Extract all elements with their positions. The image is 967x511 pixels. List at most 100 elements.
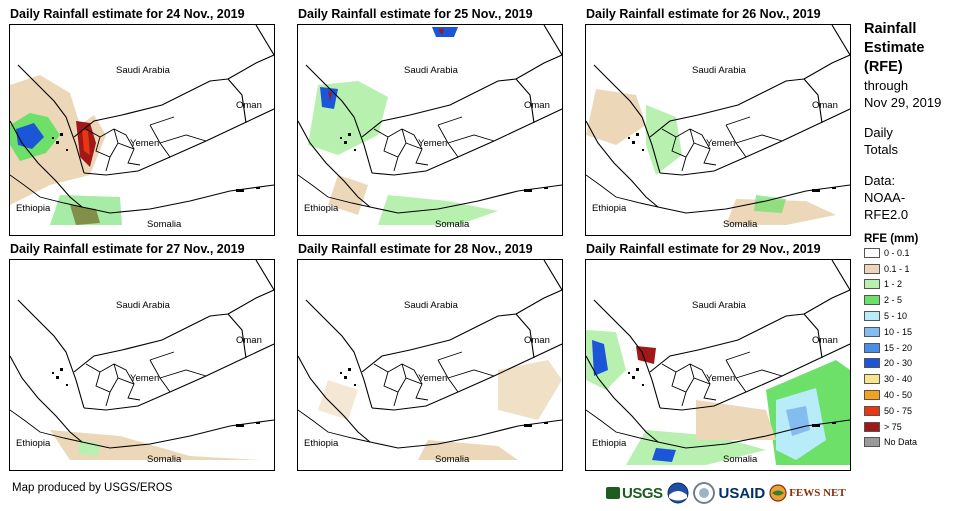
yemen-governorates bbox=[85, 116, 207, 172]
label-somalia: Somalia bbox=[147, 219, 182, 230]
map-credit: Map produced by USGS/EROS bbox=[12, 482, 173, 494]
legend-swatch bbox=[864, 342, 880, 353]
islands bbox=[52, 133, 260, 192]
islands bbox=[628, 368, 836, 427]
legend-swatch bbox=[864, 437, 880, 448]
ethiopia-border bbox=[298, 174, 371, 208]
red-sea-coast-arabia bbox=[593, 299, 661, 409]
map-panel-26nov: Daily Rainfall estimate for 26 Nov., 201… bbox=[585, 7, 867, 237]
yemen-governorates bbox=[661, 116, 783, 172]
label-ethiopia: Ethiopia bbox=[16, 203, 51, 214]
saudi-yemen-border bbox=[649, 78, 805, 138]
label-yemen: Yemen bbox=[418, 138, 448, 149]
label-yemen: Yemen bbox=[418, 373, 448, 384]
legend-item: 15 - 20 bbox=[864, 340, 964, 356]
label-somalia: Somalia bbox=[723, 219, 758, 230]
legend-items: 0 - 0.1 0.1 - 1 1 - 2 2 - 5 5 - 10 10 - 15 15 … bbox=[864, 245, 964, 450]
label-saudi-arabia: Saudi Arabia bbox=[404, 300, 458, 311]
legend-swatch bbox=[864, 326, 880, 337]
legend-item: 0.1 - 1 bbox=[864, 261, 964, 277]
legend-data-source: NOAA- bbox=[864, 190, 906, 205]
legend-title-line: Rainfall bbox=[864, 21, 917, 37]
label-ethiopia: Ethiopia bbox=[592, 203, 627, 214]
legend-swatch bbox=[864, 421, 880, 432]
map-panel-29nov: Daily Rainfall estimate for 29 Nov., 201… bbox=[585, 242, 867, 472]
legend-item-label: 0.1 - 1 bbox=[884, 263, 910, 274]
legend-swatch bbox=[864, 295, 880, 306]
legend: Rainfall Estimate (RFE) through Nov 29, … bbox=[864, 20, 964, 450]
legend-daily: Daily bbox=[864, 125, 893, 140]
legend-swatch bbox=[864, 374, 880, 385]
label-oman: Oman bbox=[236, 100, 262, 111]
legend-item: 40 - 50 bbox=[864, 387, 964, 403]
red-sea-coast-africa bbox=[586, 355, 659, 443]
rainfall-map bbox=[586, 25, 850, 225]
oman-border bbox=[227, 260, 274, 359]
label-oman: Oman bbox=[524, 100, 550, 111]
label-oman: Oman bbox=[812, 335, 838, 346]
legend-title-line: (RFE) bbox=[864, 59, 903, 75]
legend-totals: Totals bbox=[864, 142, 898, 157]
panel-title: Daily Rainfall estimate for 27 Nov., 201… bbox=[10, 242, 245, 256]
legend-item: 30 - 40 bbox=[864, 371, 964, 387]
map-frame: Saudi Arabia Oman Yemen Ethiopia Somalia bbox=[585, 24, 851, 236]
map-frame: Saudi Arabia Oman Yemen Ethiopia Somalia bbox=[297, 259, 563, 471]
label-yemen: Yemen bbox=[706, 373, 736, 384]
ethiopia-border bbox=[298, 409, 371, 443]
legend-item-label: 0 - 0.1 bbox=[884, 247, 910, 258]
panel-title: Daily Rainfall estimate for 28 Nov., 201… bbox=[298, 242, 533, 256]
usaid-logo: USAID bbox=[719, 485, 766, 502]
legend-item-label: 10 - 15 bbox=[884, 326, 913, 337]
legend-item-label: 15 - 20 bbox=[884, 342, 913, 353]
red-sea-coast-arabia bbox=[593, 64, 661, 174]
saudi-yemen-border bbox=[361, 313, 517, 373]
oman-border bbox=[515, 25, 562, 124]
map-frame: Saudi Arabia Oman Yemen Ethiopia Somalia bbox=[9, 24, 275, 236]
red-sea-coast-arabia bbox=[305, 299, 373, 409]
legend-item-label: > 75 bbox=[884, 421, 902, 432]
legend-item: No Data bbox=[864, 435, 964, 451]
label-ethiopia: Ethiopia bbox=[304, 438, 339, 449]
label-saudi-arabia: Saudi Arabia bbox=[116, 65, 170, 76]
label-saudi-arabia: Saudi Arabia bbox=[692, 300, 746, 311]
legend-item-label: 2 - 5 bbox=[884, 295, 903, 306]
label-somalia: Somalia bbox=[147, 454, 182, 465]
legend-item: 0 - 0.1 bbox=[864, 245, 964, 261]
saudi-yemen-border bbox=[361, 78, 517, 138]
legend-title-line: Estimate bbox=[864, 40, 925, 56]
legend-item: 5 - 10 bbox=[864, 308, 964, 324]
yemen-governorates bbox=[661, 351, 783, 407]
label-somalia: Somalia bbox=[435, 454, 470, 465]
rainfall-map bbox=[10, 25, 274, 225]
legend-item: > 75 bbox=[864, 419, 964, 435]
oman-border bbox=[803, 25, 850, 124]
red-sea-coast-arabia bbox=[17, 299, 85, 409]
usaid-logo-text: USAID bbox=[718, 484, 766, 502]
label-oman: Oman bbox=[812, 100, 838, 111]
legend-item-label: 30 - 40 bbox=[884, 374, 913, 385]
legend-item-label: 40 - 50 bbox=[884, 390, 913, 401]
red-sea-coast-africa bbox=[298, 120, 371, 208]
oman-border bbox=[803, 260, 850, 359]
map-frame: Saudi Arabia Oman Yemen Ethiopia Somalia bbox=[9, 259, 275, 471]
saudi-yemen-border bbox=[649, 313, 805, 373]
red-sea-coast-arabia bbox=[17, 64, 85, 174]
label-yemen: Yemen bbox=[130, 373, 160, 384]
doi-seal-icon bbox=[692, 482, 715, 504]
legend-item-label: No Data bbox=[884, 437, 918, 448]
legend-item-label: 1 - 2 bbox=[884, 279, 903, 290]
red-sea-coast-africa bbox=[10, 120, 83, 208]
label-oman: Oman bbox=[524, 335, 550, 346]
red-sea-coast-africa bbox=[298, 355, 371, 443]
islands bbox=[52, 368, 260, 427]
legend-swatch bbox=[864, 263, 880, 274]
map-panel-24nov: Daily Rainfall estimate for 24 Nov., 201… bbox=[9, 7, 291, 237]
label-ethiopia: Ethiopia bbox=[592, 438, 627, 449]
red-sea-coast-africa bbox=[10, 355, 83, 443]
panel-title: Daily Rainfall estimate for 25 Nov., 201… bbox=[298, 7, 533, 21]
label-ethiopia: Ethiopia bbox=[304, 203, 339, 214]
islands bbox=[340, 368, 548, 427]
legend-item: 10 - 15 bbox=[864, 324, 964, 340]
legend-date: Nov 29, 2019 bbox=[864, 95, 942, 110]
usgs-wave-icon bbox=[606, 487, 620, 499]
